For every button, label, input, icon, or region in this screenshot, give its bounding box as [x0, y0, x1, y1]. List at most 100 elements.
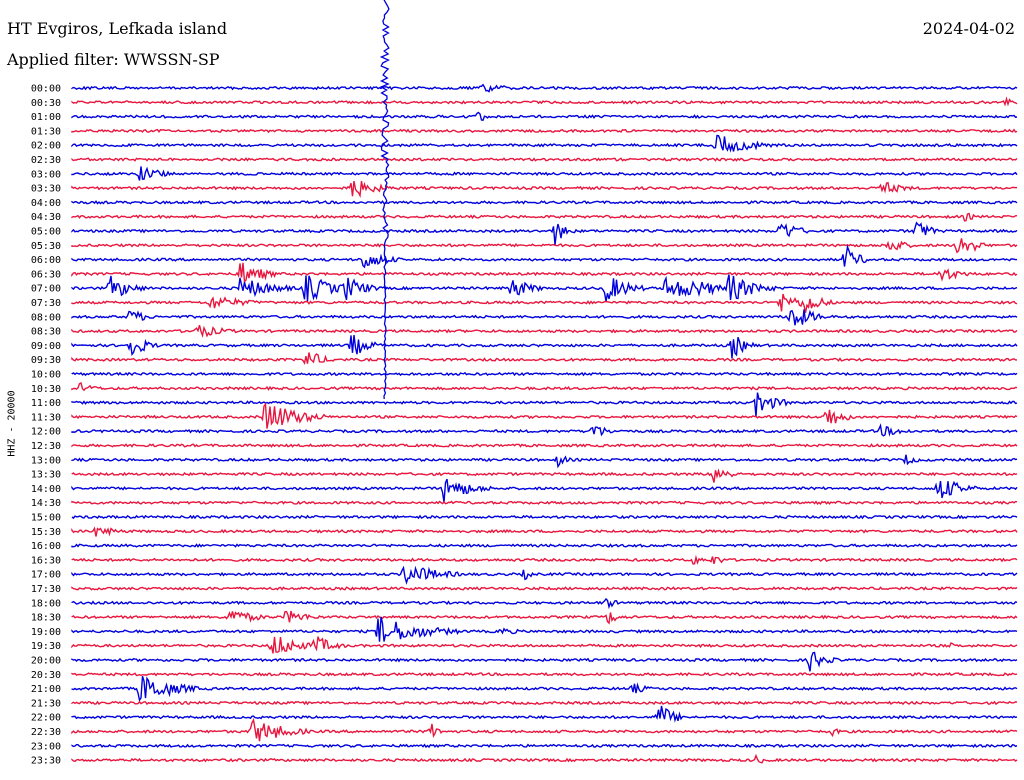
time-label: 16:30	[31, 555, 61, 566]
time-label: 13:00	[31, 455, 61, 466]
spike-trace	[379, 0, 390, 400]
trace-line	[71, 128, 1018, 134]
time-label: 18:00	[31, 598, 61, 609]
time-label: 15:00	[31, 513, 61, 524]
trace-line	[71, 753, 1018, 764]
time-label: 07:30	[31, 298, 61, 309]
time-label: 19:30	[31, 641, 61, 652]
time-label: 16:00	[31, 541, 61, 552]
trace-line	[71, 443, 1018, 448]
trace-line	[71, 371, 1018, 377]
trace-line	[71, 352, 1017, 366]
time-label: 03:30	[31, 184, 61, 195]
trace-line	[71, 96, 1018, 107]
trace-line	[71, 221, 1018, 246]
time-label: 09:00	[31, 341, 61, 352]
time-label: 23:30	[31, 756, 61, 767]
time-label: 09:30	[31, 355, 61, 366]
trace-line	[71, 526, 1018, 537]
trace-line	[71, 705, 1018, 723]
time-label: 14:30	[31, 498, 61, 509]
trace-line	[71, 262, 1018, 284]
time-label: 00:00	[31, 84, 61, 95]
trace-line	[71, 554, 1018, 565]
trace-line	[71, 700, 1018, 706]
trace-line	[71, 478, 1018, 503]
trace-line	[71, 675, 1018, 702]
trace-line	[71, 743, 1018, 749]
time-label: 14:00	[31, 484, 61, 495]
trace-line	[71, 83, 1018, 93]
time-label: 06:30	[31, 269, 61, 280]
trace-line	[71, 111, 1018, 121]
filter-label: Applied filter: WWSSN-SP	[7, 50, 220, 69]
time-label: 23:00	[31, 741, 61, 752]
trace-line	[71, 717, 1018, 742]
trace-line	[71, 134, 1018, 153]
trace-line	[71, 392, 1018, 417]
trace-line	[71, 500, 1018, 505]
trace-line	[71, 454, 1018, 469]
time-label: 04:00	[31, 198, 61, 209]
trace-line	[71, 180, 1018, 199]
time-label: 06:00	[31, 255, 61, 266]
time-label: 10:00	[31, 370, 61, 381]
station-title: HT Evgiros, Lefkada island	[7, 19, 228, 38]
trace-line	[71, 200, 1018, 205]
trace-line	[71, 325, 1018, 338]
trace-line	[71, 514, 1018, 520]
time-label: 21:00	[31, 684, 61, 695]
time-label: 04:30	[31, 212, 61, 223]
time-label: 22:00	[31, 713, 61, 724]
trace-line	[71, 382, 1018, 392]
time-label: 20:00	[31, 656, 61, 667]
time-label: 01:30	[31, 126, 61, 137]
time-label: 19:00	[31, 627, 61, 638]
time-label: 15:30	[31, 527, 61, 538]
time-label: 05:00	[31, 227, 61, 238]
time-label: 17:30	[31, 584, 61, 595]
trace-line	[71, 671, 1018, 677]
trace-line	[71, 212, 1018, 222]
time-label: 13:30	[31, 470, 61, 481]
time-label: 03:00	[31, 169, 61, 180]
trace-line	[71, 274, 1018, 302]
trace-line	[71, 543, 1018, 548]
time-label: 01:00	[31, 112, 61, 123]
trace-line	[71, 597, 1018, 610]
time-label: 05:30	[31, 241, 61, 252]
time-label: 22:30	[31, 727, 61, 738]
time-label: 12:30	[31, 441, 61, 452]
time-label: 00:30	[31, 98, 61, 109]
time-label: 11:00	[31, 398, 61, 409]
trace-line	[71, 157, 1018, 162]
trace-line	[71, 468, 1018, 483]
time-label: 02:00	[31, 141, 61, 152]
trace-line	[71, 586, 1018, 591]
trace-line	[71, 402, 1018, 429]
time-label: 12:00	[31, 427, 61, 438]
trace-line	[71, 309, 1018, 326]
trace-line	[71, 244, 1018, 269]
date-label: 2024-04-02	[922, 19, 1015, 38]
trace-line	[71, 636, 1018, 654]
time-label: 11:30	[31, 412, 61, 423]
trace-line	[71, 610, 1018, 625]
trace-line	[71, 616, 1018, 642]
time-label: 17:00	[31, 570, 61, 581]
trace-line	[71, 335, 1018, 359]
time-label: 08:00	[31, 312, 61, 323]
trace-line	[71, 166, 1018, 181]
trace-line	[71, 238, 1018, 254]
time-label: 02:30	[31, 155, 61, 166]
time-label: 21:30	[31, 698, 61, 709]
time-label: 08:30	[31, 327, 61, 338]
time-label: 07:00	[31, 284, 61, 295]
trace-line	[71, 423, 1018, 437]
time-label: 10:30	[31, 384, 61, 395]
time-label: 20:30	[31, 670, 61, 681]
trace-line	[71, 293, 1018, 313]
trace-line	[71, 651, 1018, 672]
trace-line	[71, 565, 1018, 585]
